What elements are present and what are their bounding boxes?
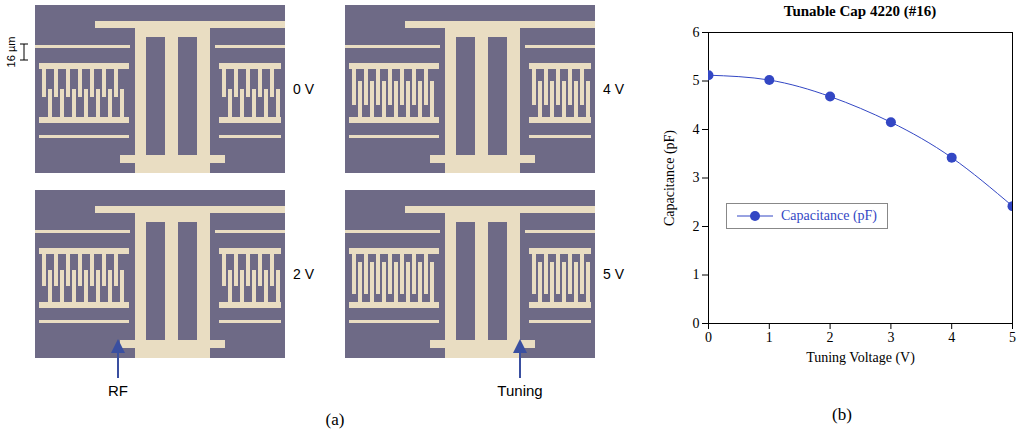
svg-text:5 V: 5 V bbox=[603, 266, 625, 282]
svg-text:2 V: 2 V bbox=[293, 266, 315, 282]
svg-text:Tuning: Tuning bbox=[497, 382, 542, 399]
svg-text:(a): (a) bbox=[326, 410, 345, 429]
html-text:Capacitance (pF): Capacitance (pF) bbox=[781, 208, 877, 223]
svg-text:3: 3 bbox=[693, 170, 700, 185]
svg-text:0: 0 bbox=[693, 316, 700, 331]
svg-text:5: 5 bbox=[693, 73, 700, 88]
svg-text:0: 0 bbox=[705, 330, 712, 345]
svg-text:4: 4 bbox=[948, 330, 955, 345]
svg-text:Capacitance (pF): Capacitance (pF) bbox=[662, 130, 678, 226]
svg-text:RF: RF bbox=[108, 382, 128, 399]
svg-text:4 V: 4 V bbox=[603, 81, 625, 97]
svg-text:Tuning Voltage (V): Tuning Voltage (V) bbox=[806, 350, 915, 366]
svg-text:1: 1 bbox=[693, 267, 700, 282]
svg-text:1: 1 bbox=[766, 330, 773, 345]
svg-text:5: 5 bbox=[1009, 330, 1016, 345]
svg-text:3: 3 bbox=[887, 330, 894, 345]
svg-text:2: 2 bbox=[693, 219, 700, 234]
html-text:(b): (b) bbox=[832, 405, 852, 424]
svg-text:4: 4 bbox=[693, 122, 700, 137]
svg-text:2: 2 bbox=[827, 330, 834, 345]
svg-text:6: 6 bbox=[693, 25, 700, 40]
html-text:Tunable Cap 4220 (#16): Tunable Cap 4220 (#16) bbox=[783, 3, 937, 19]
svg-text:16 µm: 16 µm bbox=[5, 37, 17, 68]
svg-text:0 V: 0 V bbox=[293, 81, 315, 97]
